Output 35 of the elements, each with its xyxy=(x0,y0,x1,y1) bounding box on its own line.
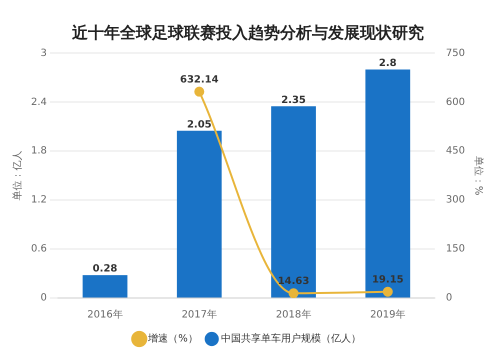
y2-tick-label: 600 xyxy=(446,96,466,108)
y-tick-label: 3 xyxy=(40,48,47,59)
y2-tick-label: 750 xyxy=(446,48,466,59)
chart-title: 近十年全球足球联赛投入趋势分析与发展现状研究 xyxy=(71,22,424,42)
data-label: 2.35 xyxy=(281,94,306,106)
x-tick-label: 2016年 xyxy=(87,308,123,321)
y-tick-label: 2.4 xyxy=(30,96,47,108)
y-tick-label: 0 xyxy=(40,292,47,304)
point xyxy=(288,288,299,298)
bar xyxy=(82,275,128,298)
x-tick-label: 2017年 xyxy=(182,308,218,321)
legend-label: 增速（%） xyxy=(147,332,198,345)
data-label: 0.28 xyxy=(92,264,118,275)
bar xyxy=(271,106,316,298)
data-label: 632.14 xyxy=(180,74,219,86)
y-axis-title: 单位：亿人 xyxy=(12,150,24,201)
data-label: 2.8 xyxy=(378,58,397,70)
y2-tick-label: 0 xyxy=(446,292,452,304)
y-tick-label: 1.2 xyxy=(30,194,47,206)
y-tick-label: 0.6 xyxy=(30,244,47,255)
y2-tick-label: 450 xyxy=(446,146,466,157)
y2-tick-label: 150 xyxy=(446,244,466,255)
bar xyxy=(365,70,410,298)
y-tick-label: 1.8 xyxy=(30,146,47,157)
x-tick-label: 2018年 xyxy=(276,308,312,321)
point xyxy=(382,286,393,297)
point xyxy=(194,86,204,97)
data-label: 19.15 xyxy=(372,274,404,286)
bar xyxy=(176,130,222,298)
data-label: 14.63 xyxy=(278,276,310,287)
y2-axis-title: 单位：% xyxy=(472,156,484,196)
legend-label: 中国共享单车用户规模（亿人） xyxy=(220,332,361,345)
y2-tick-label: 300 xyxy=(446,194,466,206)
data-label: 2.05 xyxy=(186,119,212,130)
x-tick-label: 2019年 xyxy=(370,308,406,321)
